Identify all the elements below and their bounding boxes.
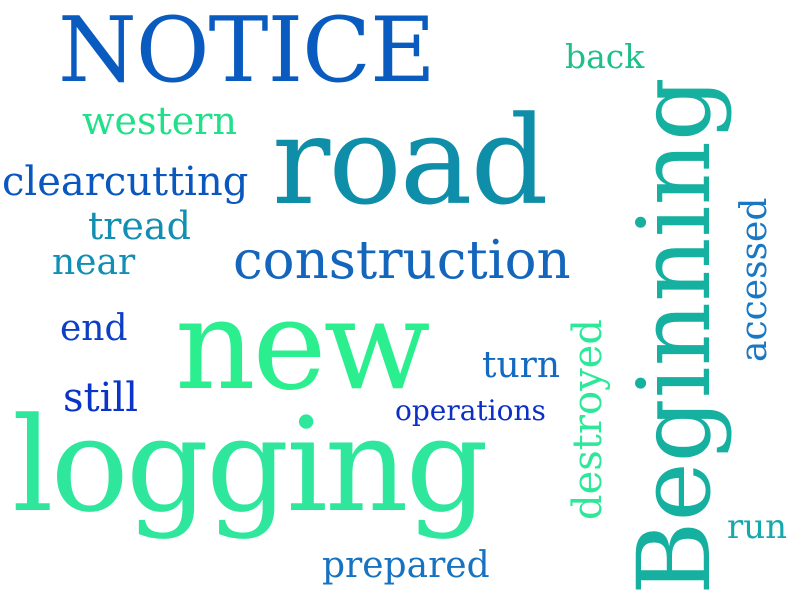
word-logging: logging — [12, 389, 489, 541]
word-end: end — [60, 308, 128, 349]
word-destroyed: destroyed — [565, 319, 611, 520]
word-notice: NOTICE — [58, 0, 436, 103]
word-back: back — [565, 37, 645, 76]
word-new: new — [175, 273, 430, 418]
word-still: still — [63, 375, 138, 421]
word-turn: turn — [482, 345, 561, 386]
word-construction: construction — [233, 230, 571, 291]
word-run: run — [727, 507, 788, 547]
word-accessed: accessed — [734, 197, 775, 362]
word-clearcutting: clearcutting — [2, 159, 249, 205]
word-prepared: prepared — [322, 545, 490, 586]
word-near: near — [52, 242, 136, 283]
word-western: western — [82, 99, 237, 143]
word-tread: tread — [88, 204, 191, 248]
word-road: road — [272, 90, 549, 232]
word-beginning: Beginning — [616, 77, 733, 595]
word-operations: operations — [395, 394, 546, 427]
